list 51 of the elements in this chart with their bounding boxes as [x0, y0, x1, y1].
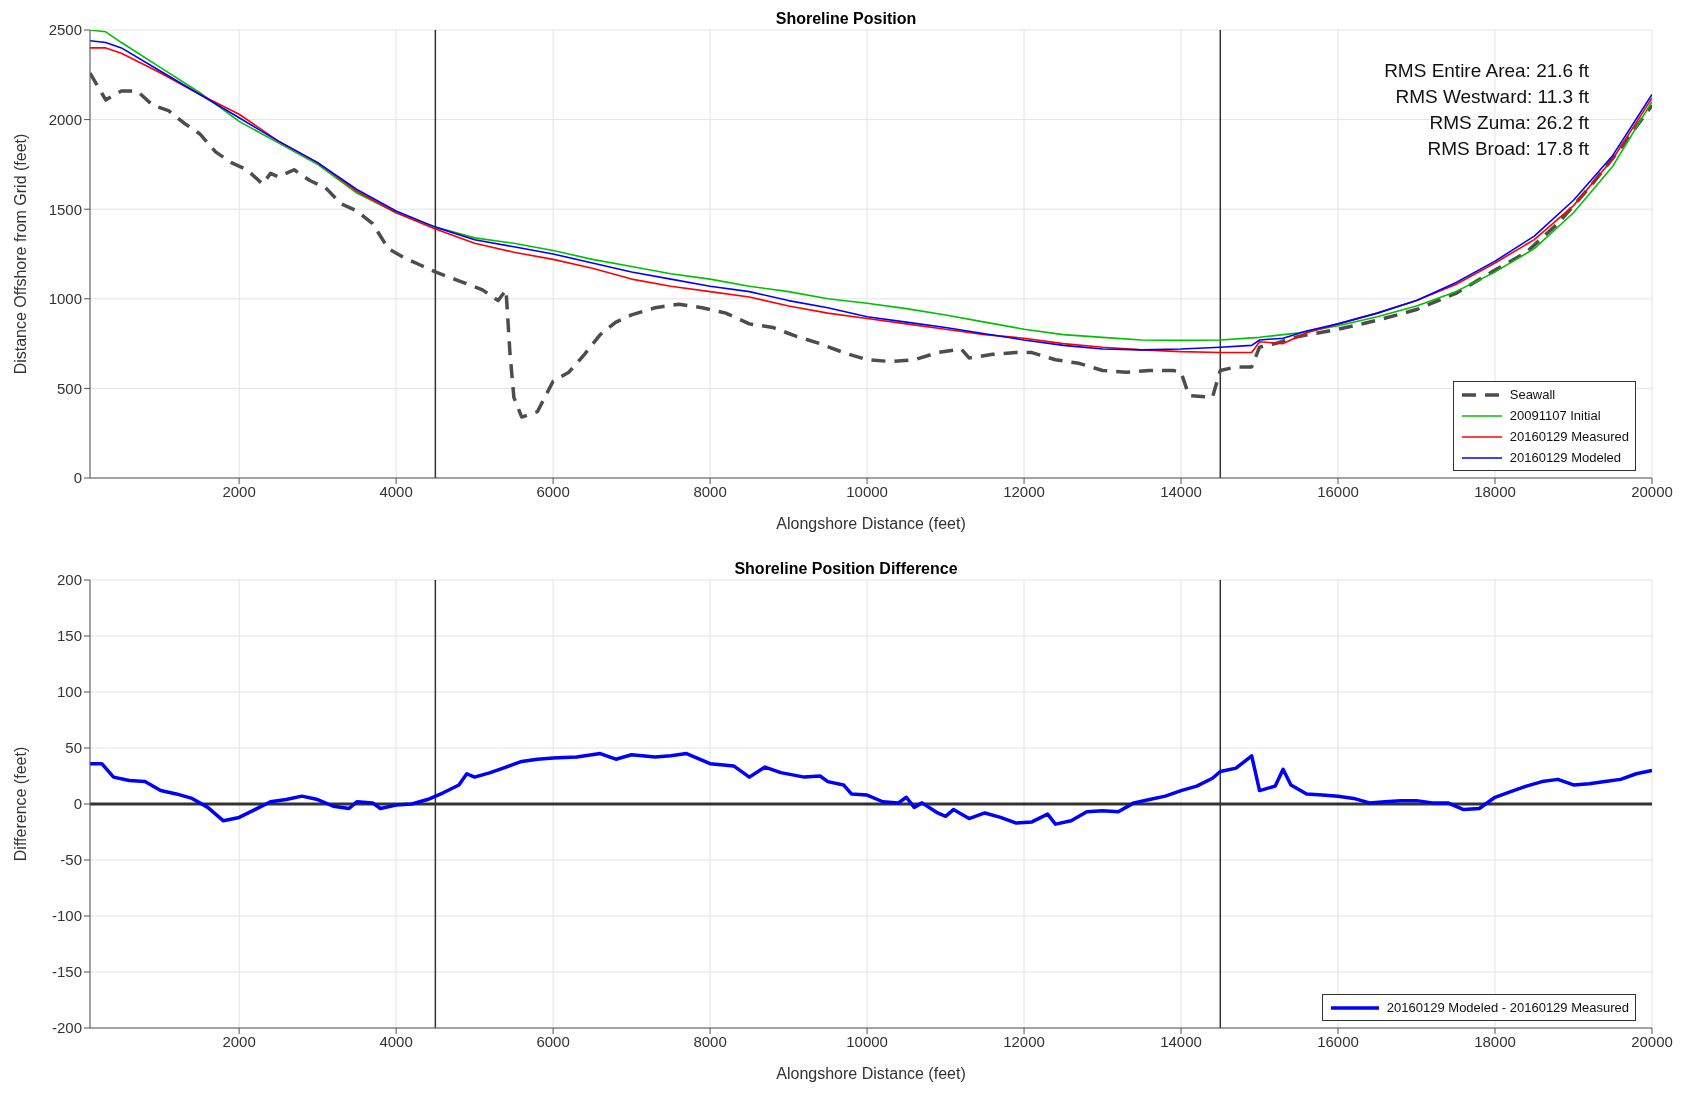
y-tick-label: 1000: [48, 290, 82, 308]
annotation: RMS Westward: 11.3 ft: [1394, 85, 1589, 109]
annotation: RMS Zuma: 26.2 ft: [1428, 111, 1589, 135]
x-tick-label: 18000: [1474, 482, 1516, 500]
x-tick-label: 6000: [536, 1032, 570, 1050]
x-axis-title: Alongshore Distance (feet): [776, 515, 966, 532]
y-tick-label: -50: [60, 851, 82, 869]
x-tick-label: 8000: [693, 482, 727, 500]
legend-label: 20160129 Modeled: [1509, 450, 1622, 465]
x-tick-label: 8000: [693, 1032, 727, 1050]
y-tick-label: 150: [56, 627, 82, 645]
x-tick-label: 2000: [222, 1032, 256, 1050]
annotation: RMS Broad: 17.8 ft: [1426, 137, 1589, 161]
y-tick-label: 100: [56, 683, 82, 701]
y-tick-label: -200: [51, 1019, 82, 1037]
x-tick-label: 4000: [379, 482, 413, 500]
legend-label: 20091107 Initial: [1509, 408, 1601, 423]
y-tick-label: -150: [51, 963, 82, 981]
y-axis-title: Difference (feet): [11, 746, 29, 862]
x-tick-label: 6000: [536, 482, 570, 500]
x-tick-label: 16000: [1317, 1032, 1359, 1050]
x-tick-label: 16000: [1317, 482, 1359, 500]
legend-label: 20160129 Modeled - 20160129 Measured: [1386, 1000, 1629, 1015]
chart-title: Shoreline Position Difference: [734, 560, 958, 577]
y-tick-label: 0: [73, 469, 82, 487]
x-tick-label: 12000: [1003, 482, 1045, 500]
x-tick-label: 18000: [1474, 1032, 1516, 1050]
y-tick-label: 500: [56, 379, 82, 397]
x-tick-label: 2000: [222, 482, 256, 500]
y-tick-label: -100: [51, 907, 82, 925]
y-tick-label: 200: [56, 571, 82, 589]
legend-label: Seawall: [1509, 387, 1556, 402]
x-axis-title: Alongshore Distance (feet): [776, 1065, 966, 1082]
y-tick-label: 1500: [48, 200, 82, 218]
y-tick-label: 50: [65, 739, 82, 757]
annotation: RMS Entire Area: 21.6 ft: [1384, 59, 1589, 83]
y-tick-label: 2000: [48, 110, 82, 128]
x-tick-label: 14000: [1160, 1032, 1202, 1050]
x-tick-label: 12000: [1003, 1032, 1045, 1050]
y-axis-title: Distance Offshore from Grid (feet): [11, 133, 29, 375]
x-tick-label: 10000: [846, 482, 888, 500]
x-tick-label: 14000: [1160, 482, 1202, 500]
x-tick-label: 20000: [1631, 482, 1673, 500]
chart-title: Shoreline Position: [775, 10, 917, 27]
x-tick-label: 4000: [379, 1032, 413, 1050]
line-series: [90, 751, 1652, 826]
x-tick-label: 10000: [846, 1032, 888, 1050]
x-tick-label: 20000: [1631, 1032, 1673, 1050]
y-tick-label: 0: [73, 795, 82, 813]
y-tick-label: 2500: [48, 21, 82, 39]
legend-label: 20160129 Measured: [1509, 429, 1629, 444]
